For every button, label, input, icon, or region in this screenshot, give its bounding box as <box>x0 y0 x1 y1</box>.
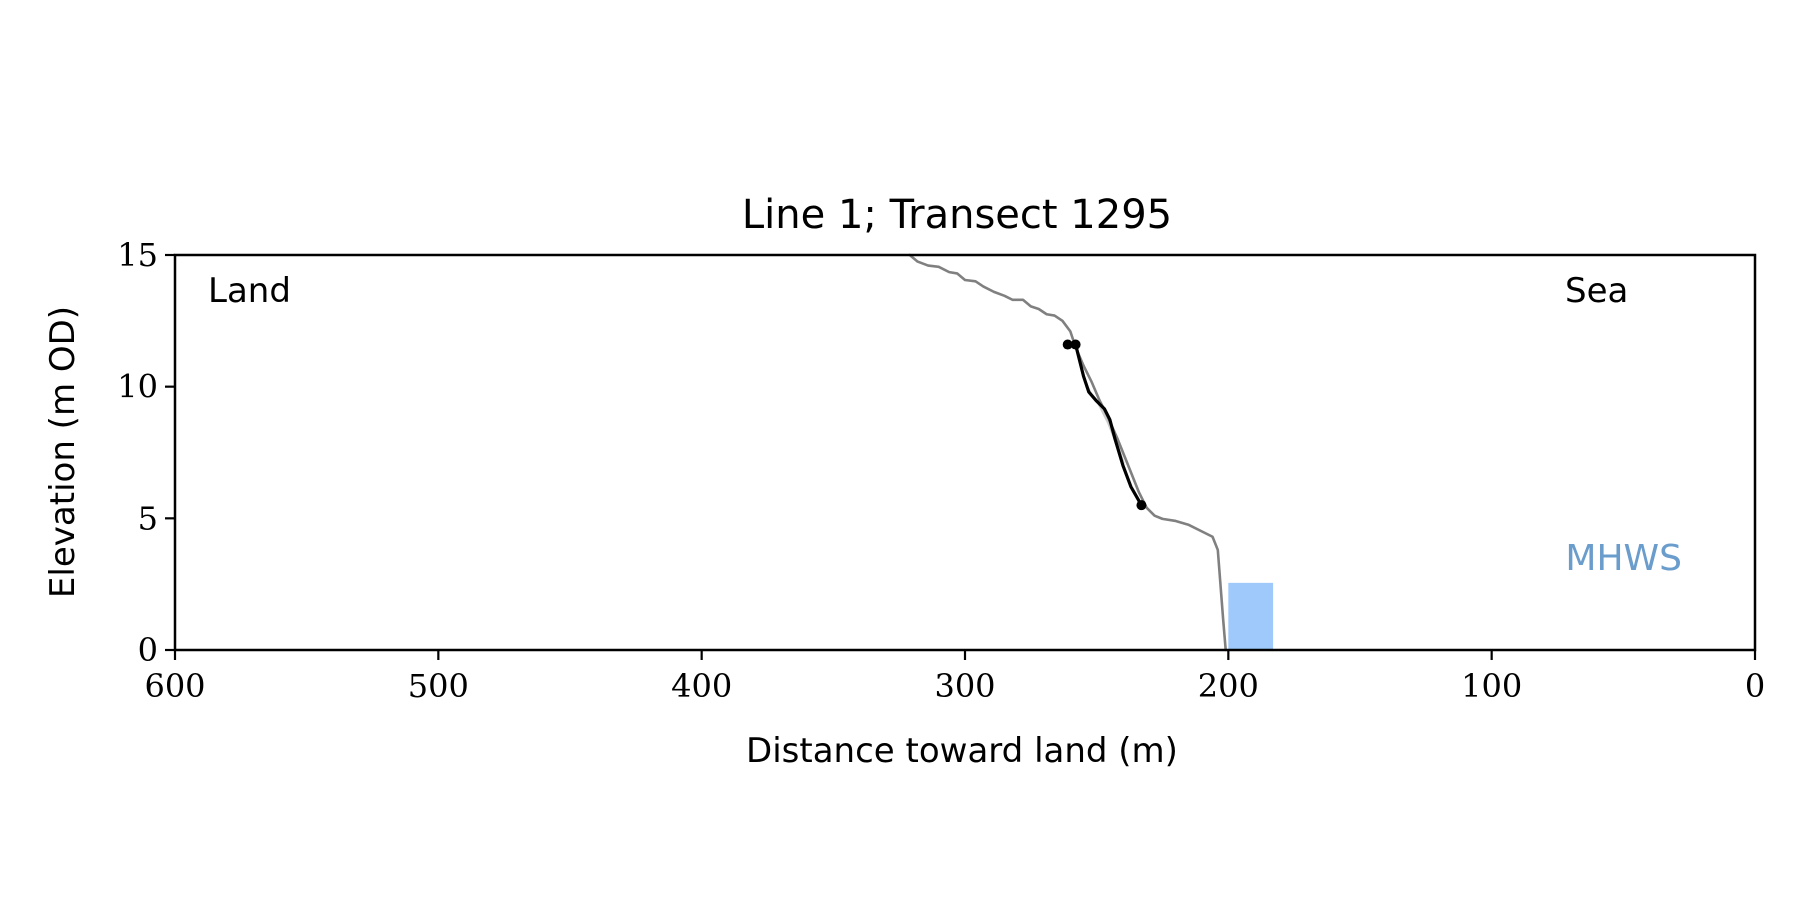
land-label: Land <box>208 271 291 311</box>
sea-label: Sea <box>1565 271 1628 311</box>
marker-point-3 <box>1136 500 1147 511</box>
mhws-label: MHWS <box>1565 538 1682 579</box>
y-axis: 0 5 10 15 <box>117 236 175 669</box>
y-axis-label: Elevation (m OD) <box>43 306 83 598</box>
y-tick-label: 15 <box>117 236 158 274</box>
x-tick-label: 500 <box>408 667 469 705</box>
chart-title: Line 1; Transect 1295 <box>742 192 1172 238</box>
x-tick-label: 600 <box>144 667 205 705</box>
x-axis: 600 500 400 300 200 100 0 <box>144 650 1765 705</box>
marker-point-1 <box>1062 339 1073 350</box>
plot-frame <box>173 253 1757 652</box>
mhws-band <box>1228 582 1274 650</box>
marker-point-2 <box>1070 339 1081 350</box>
x-tick-label: 200 <box>1198 667 1259 705</box>
y-tick-label: 0 <box>138 631 158 669</box>
plot-content <box>908 253 1274 652</box>
series-line-1 <box>908 253 1227 652</box>
x-tick-label: 300 <box>934 667 995 705</box>
x-tick-label: 0 <box>1745 667 1765 705</box>
series-line-2 <box>1066 342 1144 507</box>
y-tick-label: 5 <box>138 499 158 537</box>
x-tick-label: 100 <box>1461 667 1522 705</box>
x-tick-label: 400 <box>671 667 732 705</box>
x-axis-label: Distance toward land (m) <box>746 731 1178 771</box>
y-tick-label: 10 <box>117 368 158 406</box>
